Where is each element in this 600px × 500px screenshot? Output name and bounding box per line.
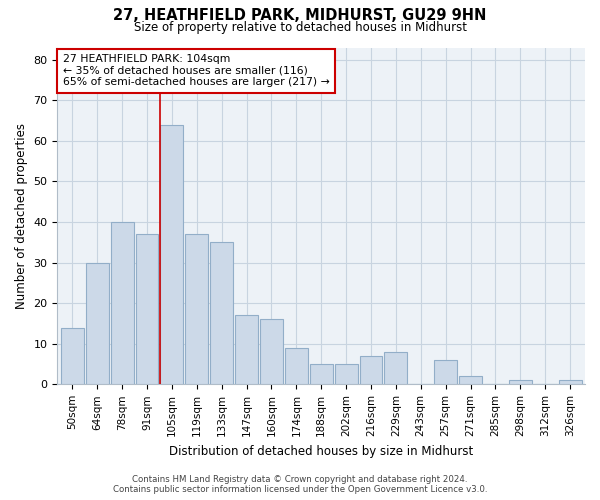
Bar (509, 380, 532, 384)
Text: 27, HEATHFIELD PARK, MIDHURST, GU29 9HN: 27, HEATHFIELD PARK, MIDHURST, GU29 9HN (113, 8, 487, 22)
Y-axis label: Number of detached properties: Number of detached properties (15, 123, 28, 309)
Bar (310, 364, 332, 384)
Text: 27 HEATHFIELD PARK: 104sqm
← 35% of detached houses are smaller (116)
65% of sem: 27 HEATHFIELD PARK: 104sqm ← 35% of deta… (62, 54, 329, 88)
Bar (434, 360, 457, 384)
Bar (110, 222, 134, 384)
Bar (385, 352, 407, 384)
Bar (210, 242, 233, 384)
Bar (260, 320, 283, 384)
Bar (359, 356, 382, 384)
Bar (285, 348, 308, 385)
Bar (136, 234, 158, 384)
Bar (559, 380, 581, 384)
Bar (61, 328, 84, 384)
Bar (86, 262, 109, 384)
Bar (160, 124, 184, 384)
X-axis label: Distribution of detached houses by size in Midhurst: Distribution of detached houses by size … (169, 444, 473, 458)
Text: Size of property relative to detached houses in Midhurst: Size of property relative to detached ho… (133, 22, 467, 35)
Bar (185, 234, 208, 384)
Bar (335, 364, 358, 384)
Text: Contains HM Land Registry data © Crown copyright and database right 2024.
Contai: Contains HM Land Registry data © Crown c… (113, 474, 487, 494)
Bar (459, 376, 482, 384)
Bar (235, 316, 258, 384)
